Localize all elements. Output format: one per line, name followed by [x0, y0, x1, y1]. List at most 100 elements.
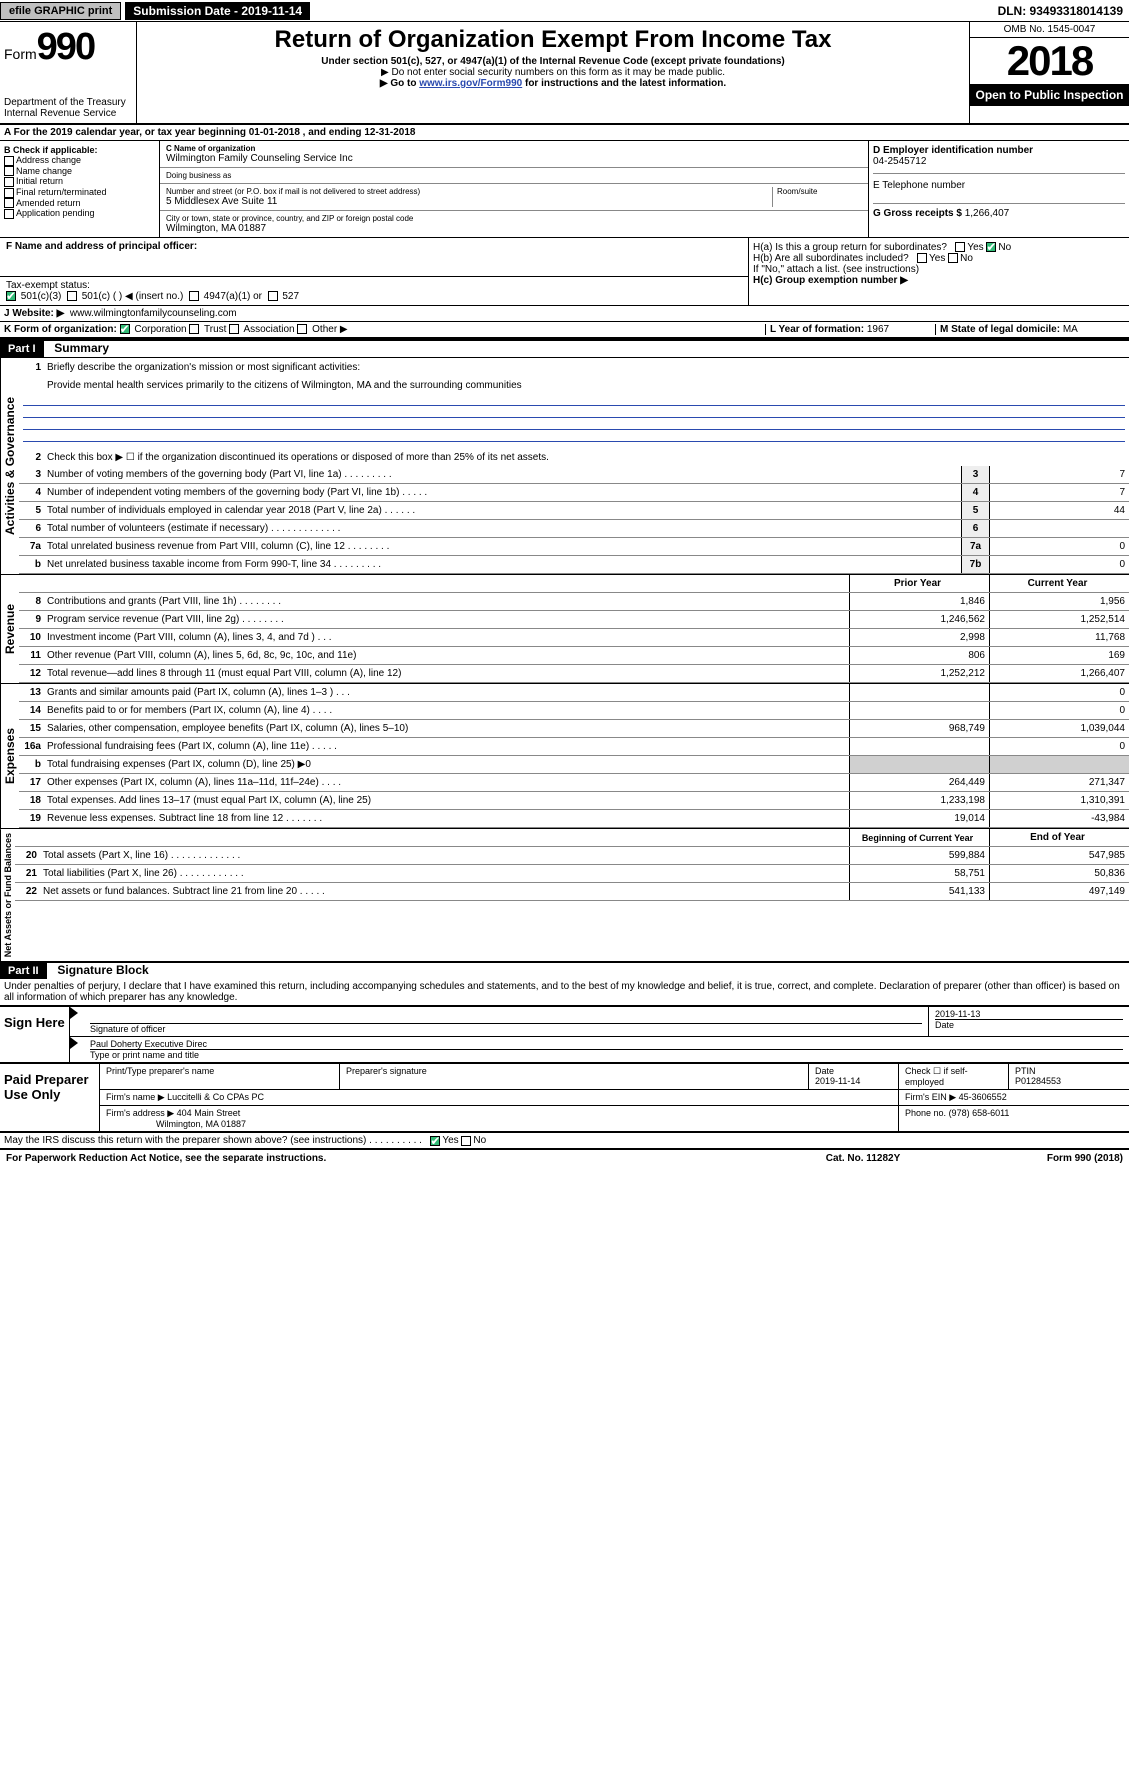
k-other[interactable] [297, 324, 307, 334]
chk-501c3[interactable] [6, 291, 16, 301]
firm-addr2: Wilmington, MA 01887 [156, 1119, 246, 1129]
prep-c2: Preparer's signature [340, 1064, 809, 1089]
prep-c4: Check ☐ if self-employed [899, 1064, 1009, 1089]
table-row: 22Net assets or fund balances. Subtract … [15, 883, 1129, 901]
form-header: Form990 Department of the Treasury Inter… [0, 22, 1129, 125]
preparer-label: Paid Preparer Use Only [0, 1064, 100, 1131]
hb-no[interactable] [948, 253, 958, 263]
k-assoc[interactable] [229, 324, 239, 334]
table-row: 20Total assets (Part X, line 16) . . . .… [15, 847, 1129, 865]
k-corp[interactable] [120, 324, 130, 334]
foot-left: For Paperwork Reduction Act Notice, see … [6, 1153, 763, 1164]
vert-governance: Activities & Governance [0, 358, 19, 574]
irs-link[interactable]: www.irs.gov/Form990 [419, 78, 522, 89]
room-label: Room/suite [777, 187, 862, 196]
table-row: 11Other revenue (Part VIII, column (A), … [19, 647, 1129, 665]
submission-date: Submission Date - 2019-11-14 [125, 2, 310, 20]
revenue-section: Revenue Prior YearCurrent Year 8Contribu… [0, 575, 1129, 684]
sig-officer-label: Signature of officer [90, 1023, 922, 1034]
b-label: B Check if applicable: [4, 145, 155, 155]
h-b2: If "No," attach a list. (see instruction… [753, 264, 1125, 275]
chk-527[interactable] [268, 291, 278, 301]
org-name: Wilmington Family Counseling Service Inc [166, 153, 862, 164]
h-c: H(c) Group exemption number ▶ [753, 275, 1125, 286]
chk-4947[interactable] [189, 291, 199, 301]
ha-yes[interactable] [955, 242, 965, 252]
table-row: 8Contributions and grants (Part VIII, li… [19, 593, 1129, 611]
expenses-section: Expenses 13Grants and similar amounts pa… [0, 684, 1129, 829]
line-a: A For the 2019 calendar year, or tax yea… [0, 125, 1129, 141]
c-name-label: C Name of organization [166, 144, 862, 153]
governance-section: Activities & Governance 1Briefly describ… [0, 358, 1129, 575]
city: Wilmington, MA 01887 [166, 223, 862, 234]
table-row: 4Number of independent voting members of… [19, 484, 1129, 502]
form-number: 990 [37, 26, 94, 68]
k-trust[interactable] [189, 324, 199, 334]
sign-block: Sign Here Signature of officer 2019-11-1… [0, 1005, 1129, 1063]
preparer-block: Paid Preparer Use Only Print/Type prepar… [0, 1063, 1129, 1132]
chk-amended[interactable] [4, 198, 14, 208]
table-row: 16aProfessional fundraising fees (Part I… [19, 738, 1129, 756]
form-title: Return of Organization Exempt From Incom… [143, 26, 963, 54]
hb-yes[interactable] [917, 253, 927, 263]
chk-name[interactable] [4, 166, 14, 176]
f-label: F Name and address of principal officer: [6, 241, 197, 252]
prep-date: 2019-11-14 [815, 1076, 860, 1086]
table-row: 18Total expenses. Add lines 13–17 (must … [19, 792, 1129, 810]
discuss-no[interactable] [461, 1136, 471, 1146]
vert-expenses: Expenses [0, 684, 19, 828]
vert-net: Net Assets or Fund Balances [0, 829, 15, 961]
domicile: MA [1063, 324, 1078, 335]
sig-date: 2019-11-13 [935, 1009, 1123, 1019]
firm-addr1: 404 Main Street [177, 1108, 241, 1118]
discuss-yes[interactable] [430, 1136, 440, 1146]
col-c: C Name of organization Wilmington Family… [160, 141, 869, 237]
gross-receipts: 1,266,407 [965, 208, 1010, 219]
ein: 04-2545712 [873, 156, 1125, 167]
entity-block: B Check if applicable: Address change Na… [0, 141, 1129, 238]
h-b: H(b) Are all subordinates included? Yes … [753, 253, 1125, 264]
table-row: 17Other expenses (Part IX, column (A), l… [19, 774, 1129, 792]
top-bar: efile GRAPHIC print Submission Date - 20… [0, 0, 1129, 22]
table-row: bTotal fundraising expenses (Part IX, co… [19, 756, 1129, 774]
note-ssn: ▶ Do not enter social security numbers o… [143, 67, 963, 78]
col-prior: Prior Year [849, 575, 989, 592]
table-row: 15Salaries, other compensation, employee… [19, 720, 1129, 738]
tax-year: 2018 [970, 38, 1129, 84]
city-label: City or town, state or province, country… [166, 214, 862, 223]
chk-initial[interactable] [4, 177, 14, 187]
g-label: G Gross receipts $ [873, 208, 962, 219]
dln: DLN: 93493318014139 [998, 4, 1129, 18]
chk-final[interactable] [4, 188, 14, 198]
foot-form: Form 990 (2018) [963, 1153, 1123, 1164]
table-row: 3Number of voting members of the governi… [19, 466, 1129, 484]
note-link: ▶ Go to www.irs.gov/Form990 for instruct… [143, 78, 963, 89]
col-curr: Current Year [989, 575, 1129, 592]
foot-cat: Cat. No. 11282Y [763, 1153, 963, 1164]
officer-name-label: Type or print name and title [90, 1049, 1123, 1060]
ha-no[interactable] [986, 242, 996, 252]
footer: For Paperwork Reduction Act Notice, see … [0, 1149, 1129, 1167]
discuss-line: May the IRS discuss this return with the… [0, 1132, 1129, 1149]
sig-date-label: Date [935, 1019, 1123, 1030]
i-label: Tax-exempt status: [6, 280, 90, 291]
chk-501c[interactable] [67, 291, 77, 301]
fh-block: F Name and address of principal officer:… [0, 238, 1129, 306]
chk-pending[interactable] [4, 209, 14, 219]
vert-revenue: Revenue [0, 575, 19, 683]
table-row: bNet unrelated business taxable income f… [19, 556, 1129, 574]
efile-button[interactable]: efile GRAPHIC print [0, 2, 121, 20]
table-row: 9Program service revenue (Part VIII, lin… [19, 611, 1129, 629]
table-row: 13Grants and similar amounts paid (Part … [19, 684, 1129, 702]
firm-ein: 45-3606552 [959, 1092, 1007, 1102]
line-j: J Website: ▶ www.wilmingtonfamilycounsel… [0, 306, 1129, 322]
table-row: 7aTotal unrelated business revenue from … [19, 538, 1129, 556]
year-formation: 1967 [867, 324, 889, 335]
e-label: E Telephone number [873, 180, 1125, 191]
firm-phone: (978) 658-6011 [949, 1108, 1010, 1118]
arrow-icon [70, 1007, 78, 1019]
table-row: 10Investment income (Part VIII, column (… [19, 629, 1129, 647]
omb: OMB No. 1545-0047 [970, 22, 1129, 38]
chk-address[interactable] [4, 156, 14, 166]
col-b: B Check if applicable: Address change Na… [0, 141, 160, 237]
